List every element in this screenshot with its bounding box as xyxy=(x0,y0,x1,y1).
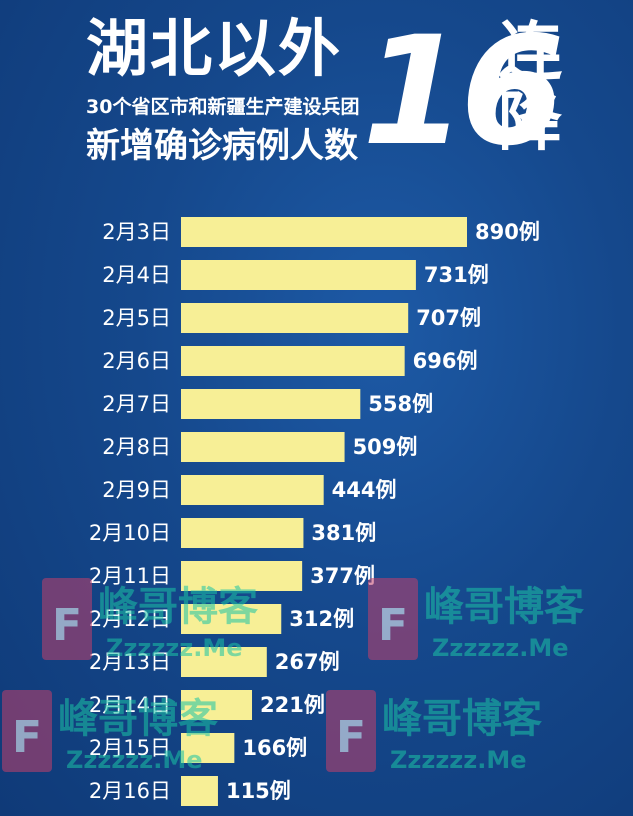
value-label: 444例 xyxy=(332,478,397,502)
value-label: 696例 xyxy=(413,349,478,373)
bar xyxy=(181,733,235,763)
bar xyxy=(181,260,416,290)
bar xyxy=(181,217,467,247)
value-label: 381例 xyxy=(311,521,376,545)
bar-chart: 2月3日 890例 2月4日 731例 2月5日 707例 2月6日 696例 2月7日 558例… xyxy=(89,217,540,806)
category-label: 2月16日 xyxy=(89,779,171,803)
bar xyxy=(181,518,304,548)
bar xyxy=(181,346,405,376)
category-label: 2月12日 xyxy=(89,607,171,631)
title-main: 湖北以外 xyxy=(86,12,343,85)
category-label: 2月10日 xyxy=(89,521,171,545)
category-label: 2月13日 xyxy=(89,650,171,674)
category-label: 2月14日 xyxy=(89,693,171,717)
value-label: 558例 xyxy=(368,392,433,416)
side-text: 连降 xyxy=(498,16,562,160)
value-label: 707例 xyxy=(416,306,481,330)
category-label: 2月8日 xyxy=(102,435,171,459)
bar xyxy=(181,776,218,806)
title-caption: 新增确诊病例人数 xyxy=(86,126,358,166)
bar xyxy=(181,475,324,505)
value-label: 890例 xyxy=(475,220,540,244)
bar xyxy=(181,432,345,462)
value-label: 115例 xyxy=(226,779,291,803)
value-label: 377例 xyxy=(310,564,375,588)
header: 湖北以外 30个省区市和新疆生产建设兵团 新增确诊病例人数 16 连降 xyxy=(0,0,633,205)
bar xyxy=(181,389,361,419)
bar xyxy=(181,604,282,634)
bar xyxy=(181,690,253,720)
category-label: 2月9日 xyxy=(102,478,171,502)
value-label: 731例 xyxy=(424,263,489,287)
category-label: 2月5日 xyxy=(102,306,171,330)
bar xyxy=(181,303,409,333)
value-label: 221例 xyxy=(260,693,325,717)
category-label: 2月15日 xyxy=(89,736,171,760)
bar xyxy=(181,561,303,591)
value-label: 267例 xyxy=(275,650,340,674)
value-label: 312例 xyxy=(289,607,354,631)
value-label: 166例 xyxy=(242,736,307,760)
title-subtitle: 30个省区市和新疆生产建设兵团 xyxy=(86,96,360,118)
category-label: 2月7日 xyxy=(102,392,171,416)
category-label: 2月6日 xyxy=(102,349,171,373)
value-label: 509例 xyxy=(353,435,418,459)
bar xyxy=(181,647,267,677)
category-label: 2月3日 xyxy=(102,220,171,244)
category-label: 2月11日 xyxy=(89,564,171,588)
big-number: 16 xyxy=(362,5,565,179)
category-label: 2月4日 xyxy=(102,263,171,287)
